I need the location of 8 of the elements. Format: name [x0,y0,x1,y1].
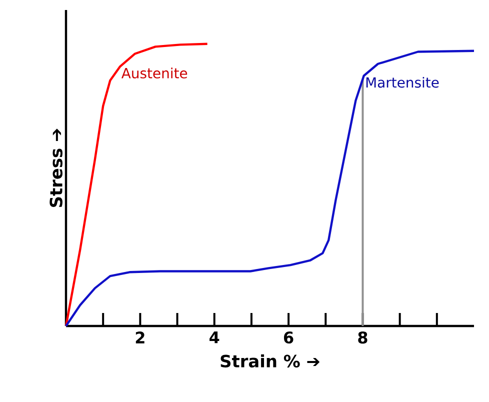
series-label: Martensite [366,76,439,88]
x-tick-label: 4 [210,332,220,344]
x-tick-label: 8 [358,332,368,344]
x-tick-label: 6 [284,332,294,344]
series-label: Austenite [121,68,188,78]
y-axis-title: Stress ➔ [50,128,62,207]
x-axis-title: Strain % ➔ [220,354,320,368]
x-tick-label: 2 [136,332,144,344]
